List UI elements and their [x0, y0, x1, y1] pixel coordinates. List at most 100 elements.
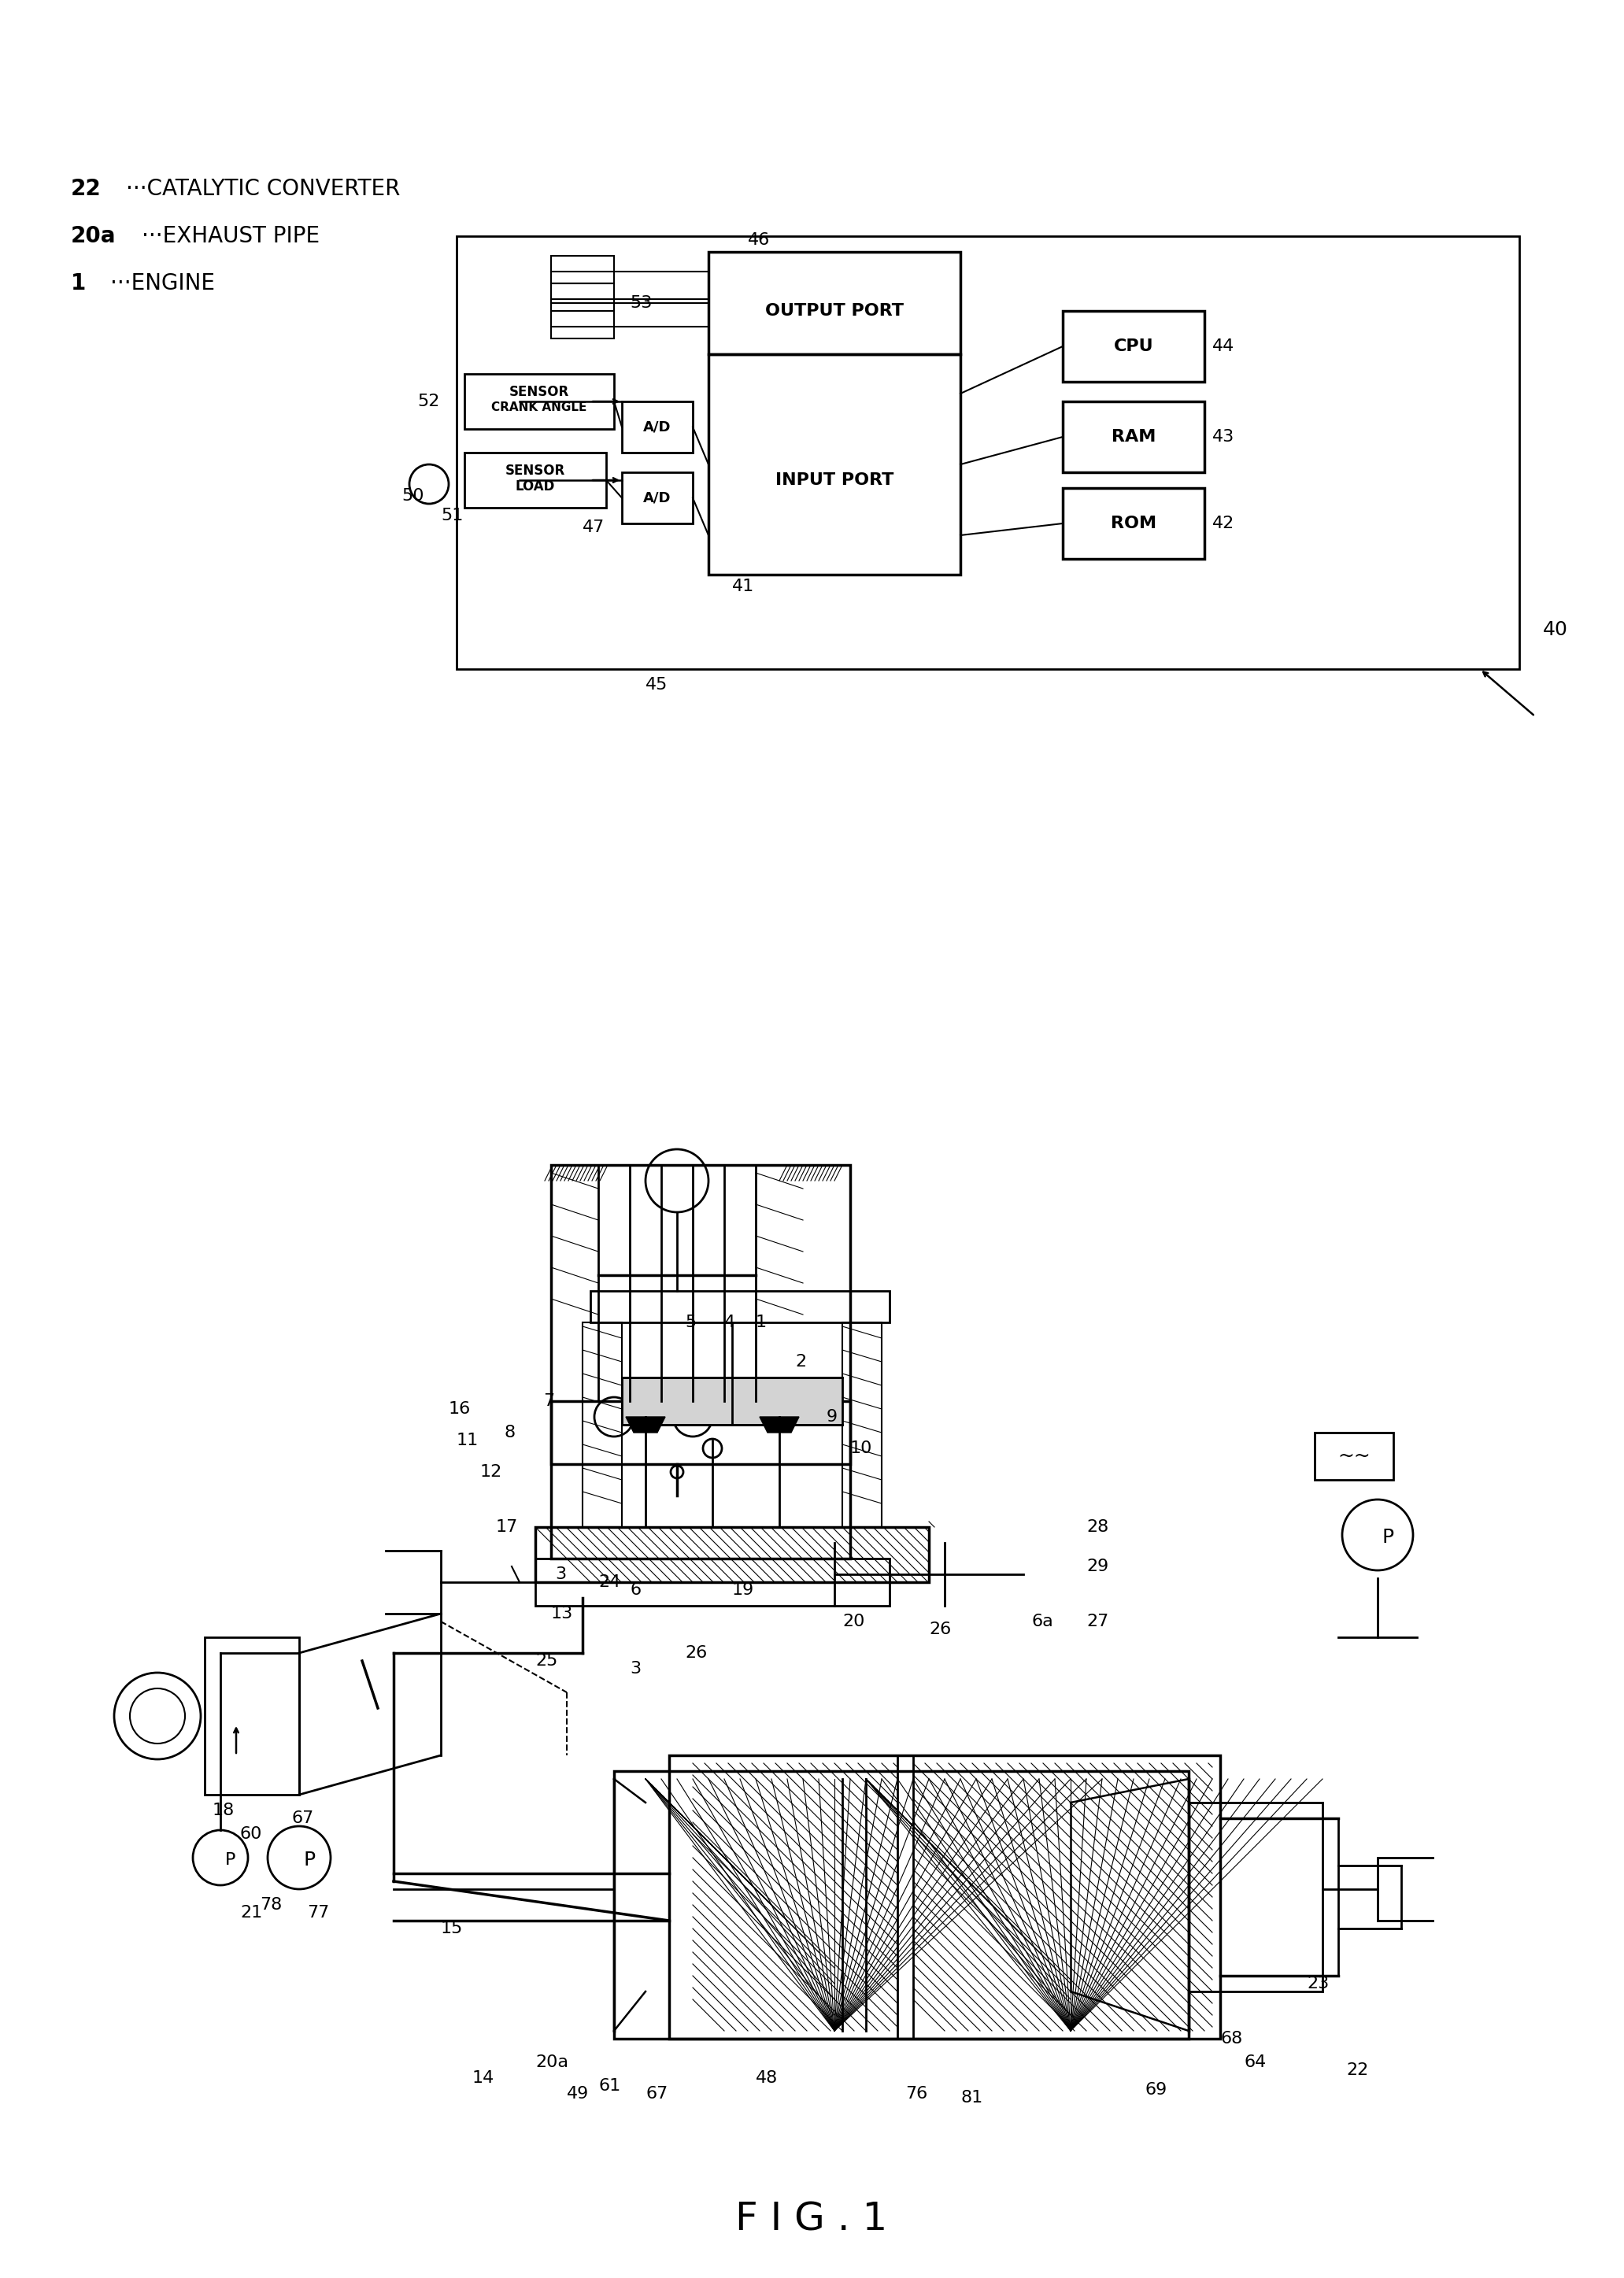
Bar — [551, 1164, 851, 1558]
Bar — [591, 1292, 890, 1324]
Text: 60: 60 — [240, 1827, 263, 1843]
Text: 20a: 20a — [71, 226, 115, 248]
Text: 29: 29 — [1086, 1558, 1109, 1574]
Text: RAM: RAM — [1111, 428, 1156, 444]
Text: 46: 46 — [747, 232, 770, 248]
Bar — [551, 255, 614, 282]
Bar — [1315, 1433, 1393, 1481]
Bar — [843, 1324, 882, 1526]
Text: 78: 78 — [260, 1898, 283, 1914]
Text: 6a: 6a — [1031, 1613, 1052, 1629]
Text: 76: 76 — [905, 2087, 927, 2103]
Bar — [1062, 401, 1205, 472]
Text: 40: 40 — [1543, 620, 1569, 640]
Bar — [622, 1378, 843, 1424]
Text: 14: 14 — [473, 2071, 495, 2087]
Bar — [551, 1401, 851, 1465]
Polygon shape — [760, 1417, 799, 1433]
Text: 20: 20 — [843, 1613, 864, 1629]
Text: A/D: A/D — [643, 490, 671, 506]
Text: 67: 67 — [291, 1811, 313, 1827]
Text: ···EXHAUST PIPE: ···EXHAUST PIPE — [141, 226, 320, 248]
Text: 3: 3 — [555, 1567, 567, 1583]
Bar — [583, 1324, 622, 1526]
Bar — [551, 282, 614, 310]
Text: 25: 25 — [536, 1654, 557, 1670]
Text: 42: 42 — [1212, 515, 1234, 531]
Text: 53: 53 — [630, 296, 653, 310]
Text: 28: 28 — [1086, 1519, 1109, 1535]
Text: 81: 81 — [960, 2089, 983, 2105]
Text: 1: 1 — [71, 273, 86, 294]
Text: 6: 6 — [630, 1583, 641, 1597]
Text: 22: 22 — [1346, 2062, 1369, 2078]
Text: ···CATALYTIC CONVERTER: ···CATALYTIC CONVERTER — [127, 178, 400, 200]
Text: 24: 24 — [598, 1574, 620, 1590]
Text: 7: 7 — [542, 1394, 554, 1410]
Text: P: P — [304, 1850, 315, 1870]
Text: 3: 3 — [630, 1661, 641, 1677]
Bar — [708, 353, 960, 574]
Text: F I G . 1: F I G . 1 — [736, 2201, 888, 2239]
Polygon shape — [625, 1417, 666, 1433]
Text: 67: 67 — [645, 2087, 667, 2103]
Bar — [614, 1770, 1189, 2039]
Text: 43: 43 — [1212, 428, 1234, 444]
Bar — [669, 1756, 1220, 2039]
Text: 44: 44 — [1212, 339, 1234, 353]
Text: 5: 5 — [685, 1314, 697, 1330]
Bar — [205, 1638, 299, 1795]
Text: 27: 27 — [1086, 1613, 1109, 1629]
Bar — [536, 1526, 929, 1583]
Text: 51: 51 — [440, 508, 463, 524]
Text: 15: 15 — [440, 1920, 463, 1936]
Text: 11: 11 — [456, 1433, 479, 1449]
Text: INPUT PORT: INPUT PORT — [775, 472, 893, 487]
Text: 13: 13 — [551, 1606, 573, 1622]
Text: ~~: ~~ — [1338, 1447, 1371, 1465]
Polygon shape — [583, 1180, 653, 1497]
Text: 23: 23 — [1307, 1975, 1328, 1991]
Text: P: P — [1382, 1529, 1393, 1547]
Text: 2: 2 — [796, 1353, 806, 1369]
Text: 61: 61 — [598, 2078, 620, 2093]
Text: 19: 19 — [732, 1583, 754, 1597]
Text: 17: 17 — [495, 1519, 518, 1535]
Text: 45: 45 — [645, 677, 667, 693]
Text: 21: 21 — [240, 1904, 263, 1920]
Bar — [464, 453, 606, 508]
Bar — [622, 401, 693, 453]
Text: 50: 50 — [401, 487, 424, 503]
Text: 1: 1 — [755, 1314, 767, 1330]
Text: 26: 26 — [685, 1645, 706, 1661]
Bar — [464, 374, 614, 428]
Text: 26: 26 — [929, 1622, 952, 1638]
Bar — [1062, 310, 1205, 383]
Text: 77: 77 — [307, 1904, 330, 1920]
Text: SENSOR: SENSOR — [510, 385, 570, 399]
Text: 10: 10 — [851, 1440, 872, 1456]
Text: 47: 47 — [583, 519, 604, 535]
Text: 12: 12 — [481, 1465, 502, 1481]
Text: P: P — [226, 1852, 235, 1868]
Text: 22: 22 — [71, 178, 101, 200]
Polygon shape — [614, 1779, 653, 2030]
Text: ROM: ROM — [1111, 515, 1156, 531]
Text: 68: 68 — [1220, 2030, 1242, 2046]
Bar — [708, 253, 960, 353]
Text: CRANK ANGLE: CRANK ANGLE — [492, 401, 586, 415]
Text: 4: 4 — [724, 1314, 736, 1330]
Text: 20a: 20a — [536, 2055, 568, 2071]
Text: OUTPUT PORT: OUTPUT PORT — [765, 303, 903, 319]
Bar — [1062, 487, 1205, 558]
Bar — [551, 310, 614, 339]
Text: ···ENGINE: ···ENGINE — [110, 273, 214, 294]
Text: 16: 16 — [448, 1401, 471, 1417]
Text: 64: 64 — [1244, 2055, 1267, 2071]
Text: 52: 52 — [417, 394, 440, 410]
Text: 8: 8 — [503, 1424, 515, 1440]
Text: A/D: A/D — [643, 419, 671, 435]
Text: 41: 41 — [732, 579, 754, 595]
Text: 49: 49 — [567, 2087, 590, 2103]
Text: 9: 9 — [827, 1410, 838, 1424]
